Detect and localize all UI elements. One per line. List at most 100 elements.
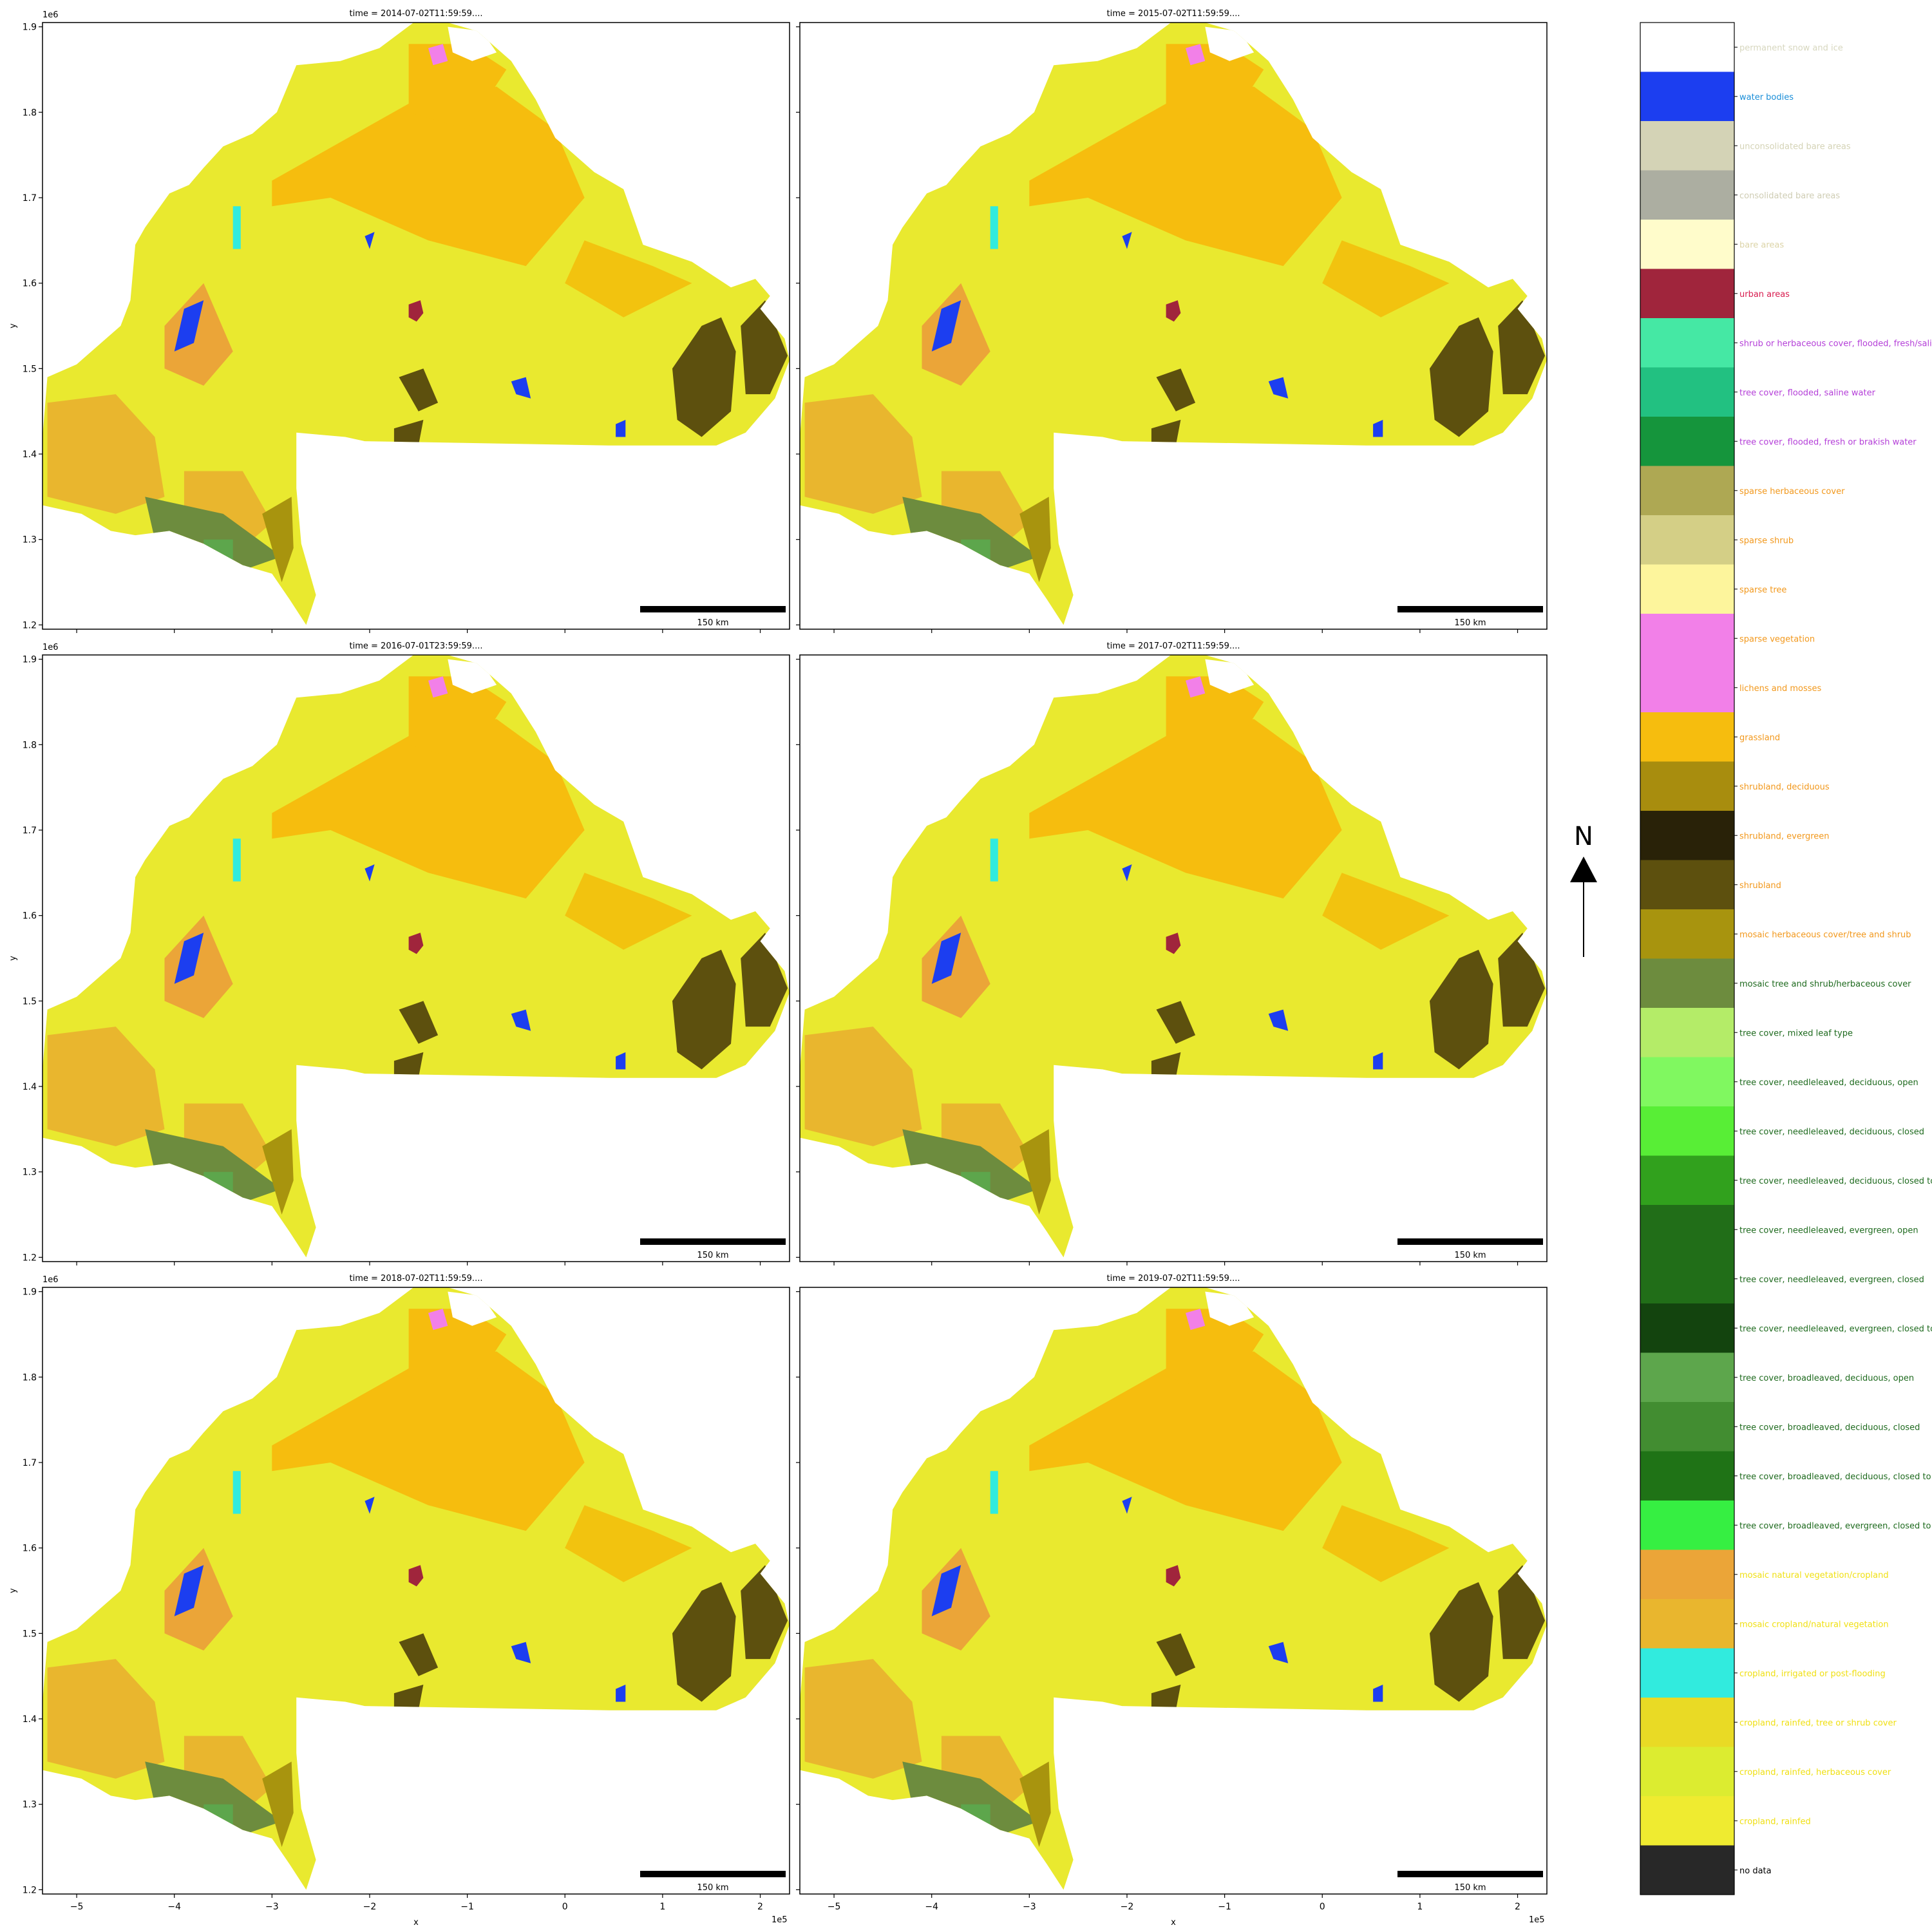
land-cover-patch: [1122, 1497, 1132, 1514]
scale-bar: [1397, 1871, 1543, 1877]
legend-label: mosaic cropland/natural vegetation: [1739, 1620, 1889, 1629]
y-tick-label: 1.4: [23, 1082, 37, 1092]
land-cover-patch: [1166, 676, 1264, 762]
land-cover-patches: [47, 26, 788, 600]
legend-label: cropland, rainfed: [1739, 1817, 1811, 1826]
land-cover-patch: [873, 539, 922, 600]
legend-label: water bodies: [1739, 93, 1794, 102]
land-cover-patch: [393, 1052, 424, 1078]
y-tick-label: 1.9: [23, 1287, 37, 1298]
legend-label: consolidated bare areas: [1739, 191, 1840, 201]
land-cover-patch: [1029, 1351, 1342, 1531]
axes-frame: [42, 1287, 790, 1895]
land-cover-patch: [1029, 719, 1342, 899]
legend-label: sparse vegetation: [1739, 634, 1815, 644]
land-cover-patch: [1322, 240, 1450, 317]
land-cover-patch: [47, 1027, 165, 1146]
land-cover-patch: [1166, 44, 1264, 129]
land-cover-patch: [902, 497, 1039, 574]
legend-label: tree cover, broadleaved, deciduous, clos…: [1739, 1423, 1920, 1432]
y-tick-label: 1.3: [23, 1800, 37, 1810]
legend-swatch: [1640, 1402, 1734, 1452]
legend-label: mosaic herbaceous cover/tree and shrub: [1739, 930, 1911, 940]
land-cover-patch: [565, 240, 692, 317]
x-axis-label: x: [1171, 1918, 1176, 1927]
land-cover-patch: [262, 1129, 294, 1215]
land-cover-patch: [115, 1804, 165, 1864]
y-offset-label: 1e6: [43, 10, 59, 20]
legend-label: permanent snow and ice: [1739, 43, 1843, 53]
land-cover-patch: [990, 206, 998, 249]
land-cover-patch: [174, 933, 204, 984]
legend-label: cropland, rainfed, tree or shrub cover: [1739, 1718, 1897, 1728]
legend-label: mosaic tree and shrub/herbaceous cover: [1739, 980, 1911, 989]
land-cover-patch: [931, 300, 961, 352]
land-cover-patch: [365, 1497, 375, 1514]
land-cover-patch: [365, 232, 375, 249]
land-cover-patch: [931, 1565, 961, 1616]
land-cover-patch: [1268, 1009, 1289, 1031]
y-axis-label: y: [8, 323, 18, 328]
x-tick-label: −3: [1023, 1902, 1036, 1912]
x-tick-label: −1: [460, 1902, 474, 1912]
land-cover-patch: [1498, 1565, 1545, 1660]
land-cover-patch: [393, 419, 424, 446]
legend-swatch: [1640, 220, 1734, 269]
land-cover-patch: [804, 394, 922, 514]
map-panels: time = 2014-07-02T11:59:59.... 150 km 1.2 1…: [8, 9, 1548, 1927]
legend-swatch: [1640, 1451, 1734, 1501]
land-cover-patch: [174, 300, 204, 352]
north-arrow: N: [1570, 822, 1597, 957]
land-cover-patch: [741, 1565, 788, 1660]
legend-label: urban areas: [1739, 290, 1790, 299]
legend-swatch: [1640, 417, 1734, 466]
land-cover-patch: [262, 1761, 294, 1847]
land-cover-patch: [741, 933, 788, 1027]
land-cover-patch: [1019, 497, 1051, 582]
land-cover-patch: [428, 676, 448, 698]
y-tick-label: 1.8: [23, 1372, 37, 1383]
legend: permanent snow and ice water bodies uncons…: [1640, 22, 1932, 1895]
y-tick-label: 1.3: [23, 1168, 37, 1178]
land-cover-patch: [272, 86, 585, 267]
legend-swatch: [1640, 269, 1734, 319]
legend-label: shrubland, deciduous: [1739, 782, 1830, 792]
land-cover-patch: [1122, 864, 1132, 882]
land-cover-patch: [931, 933, 961, 984]
scale-bar: [640, 1871, 786, 1877]
x-tick-label: −2: [363, 1902, 377, 1912]
legend-swatch: [1640, 170, 1734, 220]
legend-label: tree cover, mixed leaf type: [1739, 1028, 1853, 1038]
axes-frame: [799, 654, 1548, 1262]
scale-bar: [1397, 1238, 1543, 1245]
scale-bar-label: 150 km: [697, 1883, 728, 1893]
legend-swatch: [1640, 1648, 1734, 1698]
legend-swatch: [1640, 1549, 1734, 1600]
legend-swatch: [1640, 663, 1734, 713]
legend-label: unconsolidated bare areas: [1739, 142, 1851, 151]
land-cover-patch: [922, 1548, 990, 1651]
legend-label: cropland, irrigated or post-flooding: [1739, 1669, 1886, 1679]
land-cover-patch: [232, 206, 241, 249]
y-tick-label: 1.9: [23, 23, 37, 33]
land-cover-patch: [1373, 1052, 1383, 1070]
land-cover-patch: [145, 1761, 282, 1839]
map-panel: time = 2014-07-02T11:59:59.... 150 km 1.2 1…: [8, 9, 790, 633]
x-tick-label: −4: [167, 1902, 181, 1912]
land-cover-patch: [1430, 949, 1493, 1070]
legend-label: shrub or herbaceous cover, flooded, fres…: [1739, 339, 1932, 348]
y-tick-label: 1.6: [23, 911, 37, 922]
legend-label: tree cover, needleleaved, evergreen, clo…: [1739, 1275, 1924, 1285]
land-cover-patch: [428, 44, 448, 66]
land-cover-patch: [399, 368, 439, 412]
y-tick-label: 1.7: [23, 193, 37, 204]
x-tick-label: 1: [1417, 1902, 1423, 1912]
legend-label: mosaic natural vegetation/cropland: [1739, 1571, 1889, 1580]
land-cover-patch: [1322, 1505, 1450, 1582]
map-panel: time = 2016-07-01T23:59:59.... 150 km 1.2 1…: [8, 641, 790, 1265]
legend-label: bare areas: [1739, 240, 1784, 250]
legend-swatch: [1640, 515, 1734, 565]
land-cover-patch: [204, 1804, 233, 1847]
land-cover-patch: [1156, 368, 1196, 412]
land-cover-patch: [204, 1171, 233, 1215]
